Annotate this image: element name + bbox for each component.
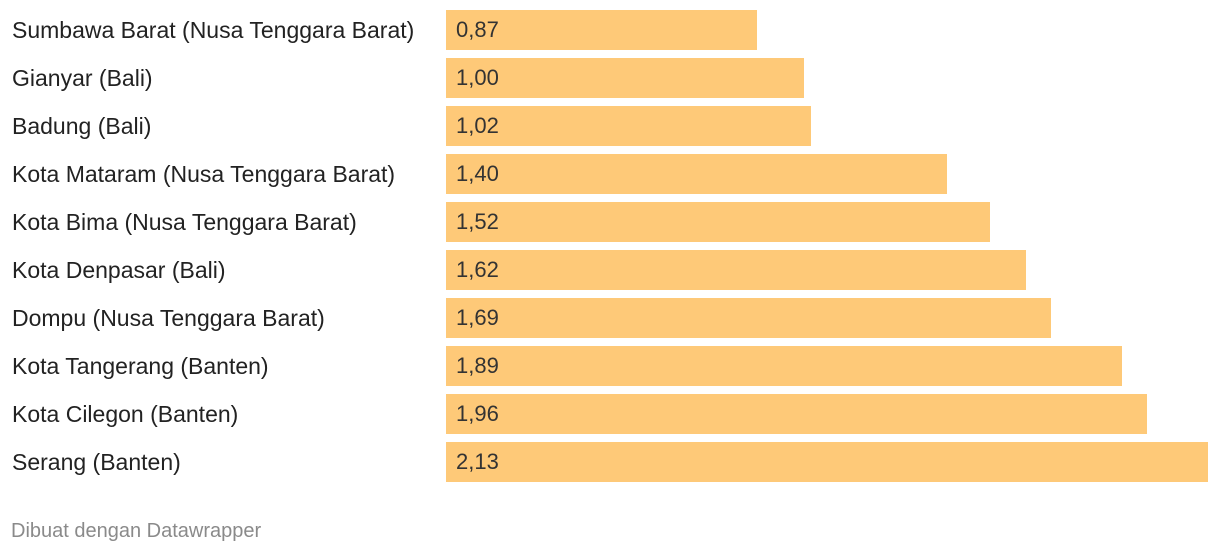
bar <box>446 10 757 50</box>
category-label: Sumbawa Barat (Nusa Tenggara Barat) <box>12 17 415 43</box>
bar-row: Kota Tangerang (Banten) 1,89 <box>0 346 1220 386</box>
category-label: Gianyar (Bali) <box>12 65 153 91</box>
bar-row: Kota Denpasar (Bali) 1,62 <box>0 250 1220 290</box>
category-label: Badung (Bali) <box>12 113 152 139</box>
bar <box>446 154 947 194</box>
value-label: 1,96 <box>456 401 499 426</box>
category-label: Kota Bima (Nusa Tenggara Barat) <box>12 209 357 235</box>
value-label: 1,69 <box>456 305 499 330</box>
bar <box>446 202 990 242</box>
bar-row: Sumbawa Barat (Nusa Tenggara Barat) 0,87 <box>0 10 1220 50</box>
bar <box>446 58 804 98</box>
category-label: Kota Mataram (Nusa Tenggara Barat) <box>12 161 396 187</box>
category-label: Kota Cilegon (Banten) <box>12 401 239 427</box>
bar-row: Dompu (Nusa Tenggara Barat) 1,69 <box>0 298 1220 338</box>
value-label: 2,13 <box>456 449 499 474</box>
bar <box>446 442 1208 482</box>
bar <box>446 250 1026 290</box>
value-label: 1,40 <box>456 161 499 186</box>
bar-row: Kota Cilegon (Banten) 1,96 <box>0 394 1220 434</box>
bar-row: Gianyar (Bali) 1,00 <box>0 58 1220 98</box>
bar <box>446 106 811 146</box>
credit-footer: Dibuat dengan Datawrapper <box>11 520 262 542</box>
category-label: Serang (Banten) <box>12 449 181 475</box>
value-label: 1,62 <box>456 257 499 282</box>
category-label: Dompu (Nusa Tenggara Barat) <box>12 305 325 331</box>
value-label: 0,87 <box>456 17 499 42</box>
bar-chart: Sumbawa Barat (Nusa Tenggara Barat) 0,87 G… <box>0 10 1220 482</box>
bar-row: Kota Bima (Nusa Tenggara Barat) 1,52 <box>0 202 1220 242</box>
category-label: Kota Denpasar (Bali) <box>12 257 226 283</box>
bar <box>446 346 1122 386</box>
bar-row: Badung (Bali) 1,02 <box>0 106 1220 146</box>
value-label: 1,89 <box>456 353 499 378</box>
bar <box>446 298 1051 338</box>
bar-row: Serang (Banten) 2,13 <box>0 442 1220 482</box>
value-label: 1,02 <box>456 113 499 138</box>
value-label: 1,52 <box>456 209 499 234</box>
bar-row: Kota Mataram (Nusa Tenggara Barat) 1,40 <box>0 154 1220 194</box>
bar <box>446 394 1147 434</box>
value-label: 1,00 <box>456 65 499 90</box>
category-label: Kota Tangerang (Banten) <box>12 353 269 379</box>
